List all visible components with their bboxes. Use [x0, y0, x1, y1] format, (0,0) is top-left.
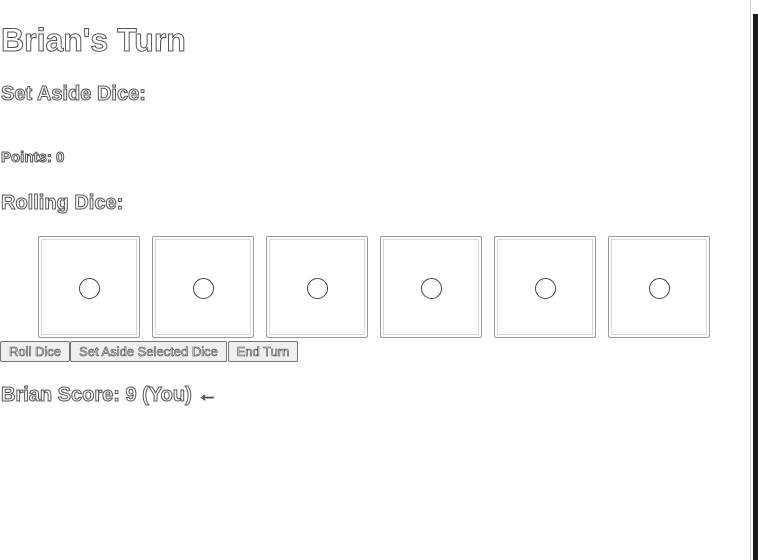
set-aside-heading: Set Aside Dice: — [1, 83, 147, 106]
set-aside-selected-button[interactable]: Set Aside Selected Dice — [70, 341, 227, 362]
die-pip-icon — [421, 278, 442, 299]
turn-title: Brian's Turn — [1, 22, 187, 59]
die-pip-icon — [79, 278, 100, 299]
rolling-dice-heading: Rolling Dice: — [0, 192, 124, 215]
vertical-scrollbar[interactable] — [750, 0, 758, 560]
player-score: Brian Score: 9 (You) ← — [0, 384, 218, 407]
die-pip-icon — [193, 278, 214, 299]
die-pip-icon — [649, 278, 670, 299]
die-3[interactable] — [266, 236, 368, 338]
die-4[interactable] — [380, 236, 482, 338]
die-6[interactable] — [608, 236, 710, 338]
die-pip-icon — [535, 278, 556, 299]
die-pip-icon — [307, 278, 328, 299]
scrollbar-track[interactable] — [753, 14, 758, 560]
die-1[interactable] — [38, 236, 140, 338]
die-5[interactable] — [494, 236, 596, 338]
points-label: Points: 0 — [0, 149, 65, 167]
end-turn-button[interactable]: End Turn — [228, 341, 298, 362]
die-2[interactable] — [152, 236, 254, 338]
roll-dice-button[interactable]: Roll Dice — [0, 341, 70, 362]
